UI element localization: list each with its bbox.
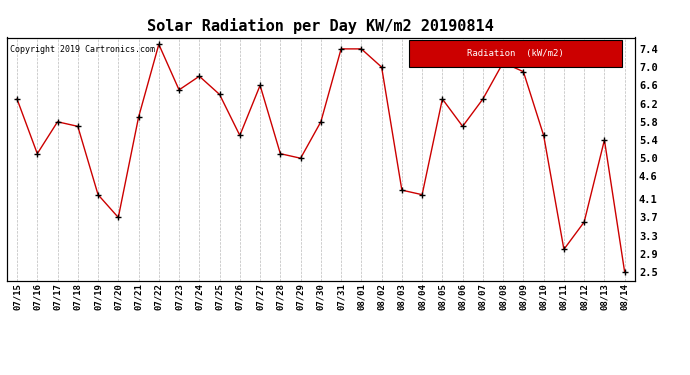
- Title: Solar Radiation per Day KW/m2 20190814: Solar Radiation per Day KW/m2 20190814: [148, 18, 494, 33]
- FancyBboxPatch shape: [408, 40, 622, 67]
- Text: Radiation  (kW/m2): Radiation (kW/m2): [467, 49, 564, 58]
- Text: Copyright 2019 Cartronics.com: Copyright 2019 Cartronics.com: [10, 45, 155, 54]
